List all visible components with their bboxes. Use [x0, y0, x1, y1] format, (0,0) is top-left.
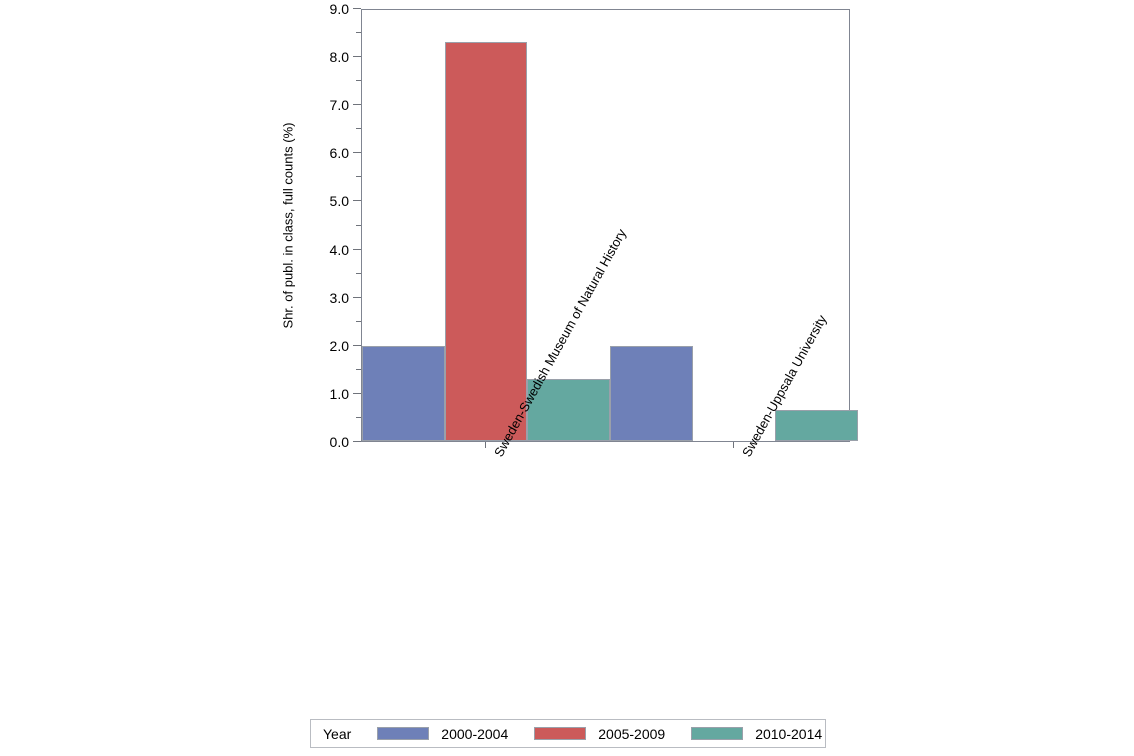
bar — [362, 346, 445, 441]
legend-entry[interactable]: 2005-2009 — [534, 726, 665, 742]
y-tick-mark — [353, 104, 361, 106]
y-tick-mark — [356, 416, 361, 418]
y-tick-label: 0.0 — [329, 434, 349, 450]
y-tick-mark — [353, 441, 361, 442]
y-tick-mark — [353, 392, 361, 394]
plot-area — [361, 9, 858, 442]
legend-color-swatch — [377, 727, 430, 740]
y-tick-label: 4.0 — [329, 241, 349, 258]
y-tick-mark — [353, 248, 361, 250]
bar — [610, 346, 693, 441]
y-tick-label: 3.0 — [329, 289, 349, 306]
y-tick-label: 9.0 — [329, 1, 349, 17]
y-axis: 0.0 1.0 2.0 3.0 4.0 5.0 6.0 7.0 8.0 9.0 — [0, 0, 361, 452]
y-tick-mark — [353, 200, 361, 202]
legend-color-swatch — [691, 727, 744, 740]
legend-entry[interactable]: 2010-2014 — [691, 726, 822, 742]
y-tick-mark — [356, 32, 361, 34]
y-tick-label: 5.0 — [329, 193, 349, 210]
y-tick-mark — [356, 176, 361, 178]
y-tick-label: 1.0 — [329, 385, 349, 402]
chart-legend: Year 2000-2004 2005-2009 2010-2014 — [310, 719, 826, 748]
bar — [527, 378, 610, 441]
legend-label: 2005-2009 — [598, 725, 666, 742]
y-tick-mark — [356, 80, 361, 82]
y-tick-mark — [353, 296, 361, 298]
legend-label: 2000-2004 — [441, 725, 509, 742]
y-tick-mark — [353, 152, 361, 154]
y-axis-title: Shr. of publ. in class, full counts (%) — [277, 115, 299, 335]
legend-title: Year — [323, 725, 352, 742]
y-tick-label: 7.0 — [329, 97, 349, 114]
y-tick-label: 6.0 — [329, 145, 349, 162]
y-tick-mark — [353, 56, 361, 58]
y-tick-mark — [356, 320, 361, 322]
legend-color-swatch — [534, 727, 587, 740]
x-axis-tick — [485, 442, 486, 448]
y-axis-title-label: Shr. of publ. in class, full counts (%) — [280, 122, 296, 328]
bar — [444, 41, 528, 441]
y-tick-label: 2.0 — [329, 337, 349, 354]
y-tick-mark — [353, 344, 361, 346]
y-tick-mark — [356, 128, 361, 130]
y-tick-mark — [356, 368, 361, 370]
bar — [775, 409, 858, 441]
legend-entries: 2000-2004 2005-2009 2010-2014 — [377, 726, 848, 742]
legend-entry[interactable]: 2000-2004 — [377, 726, 508, 742]
x-axis-tick — [733, 442, 734, 448]
y-tick-label: 8.0 — [329, 49, 349, 66]
bars-layer — [362, 10, 858, 441]
y-tick-mark — [356, 224, 361, 226]
legend-label: 2010-2014 — [755, 725, 823, 742]
y-tick-mark — [356, 272, 361, 274]
y-tick-mark — [353, 8, 361, 9]
